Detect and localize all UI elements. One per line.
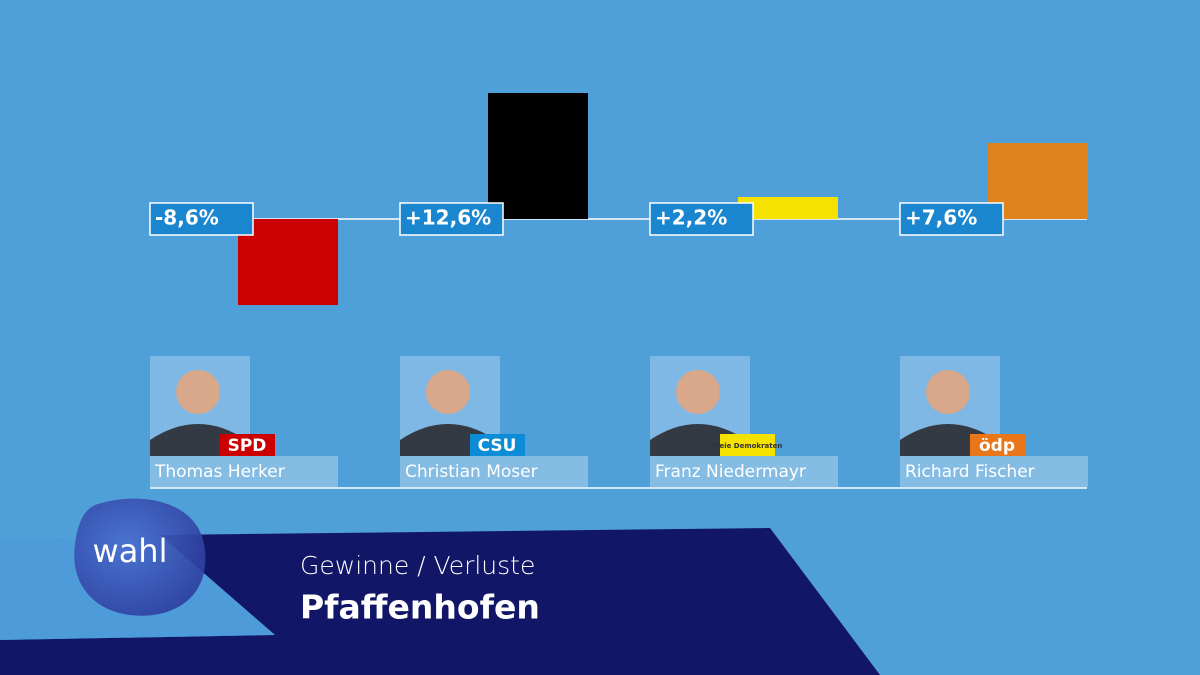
party-label: Freie Demokraten bbox=[712, 442, 783, 450]
logo: wahl bbox=[93, 532, 168, 570]
photo-head bbox=[926, 370, 970, 414]
party-badge bbox=[220, 434, 275, 456]
value-label-box bbox=[649, 202, 754, 236]
value-label-box bbox=[149, 202, 254, 236]
banner bbox=[0, 528, 880, 675]
name-box bbox=[650, 456, 838, 487]
logo-blob bbox=[74, 498, 206, 616]
value-label: -8,6% bbox=[155, 206, 219, 230]
x-tick-label: Christian Moser bbox=[405, 462, 538, 482]
name-box bbox=[150, 456, 338, 487]
chart-title: Gewinne / Verluste bbox=[300, 551, 535, 580]
value-label-box bbox=[899, 202, 1004, 236]
photo-head bbox=[676, 370, 720, 414]
photo-head bbox=[176, 370, 220, 414]
party-badge bbox=[970, 434, 1025, 456]
value-label: +2,2% bbox=[655, 206, 727, 230]
value-label: +12,6% bbox=[405, 206, 491, 230]
chart-subtitle: Pfaffenhofen bbox=[300, 588, 540, 627]
party-label: ödp bbox=[979, 436, 1015, 456]
value-label: +7,6% bbox=[905, 206, 977, 230]
photo-head bbox=[426, 370, 470, 414]
name-box bbox=[900, 456, 1088, 487]
party-badge bbox=[470, 434, 525, 456]
x-tick-label: Richard Fischer bbox=[905, 462, 1035, 482]
bar bbox=[488, 93, 588, 219]
x-tick-label: Franz Niedermayr bbox=[655, 462, 806, 482]
party-badge bbox=[720, 434, 775, 456]
bar bbox=[738, 197, 838, 219]
party-label: SPD bbox=[228, 436, 267, 456]
value-label-box bbox=[399, 202, 504, 236]
bar bbox=[988, 143, 1088, 219]
x-tick-label: Thomas Herker bbox=[154, 462, 285, 482]
name-box bbox=[400, 456, 588, 487]
bar bbox=[238, 219, 338, 305]
party-label: CSU bbox=[478, 436, 517, 456]
